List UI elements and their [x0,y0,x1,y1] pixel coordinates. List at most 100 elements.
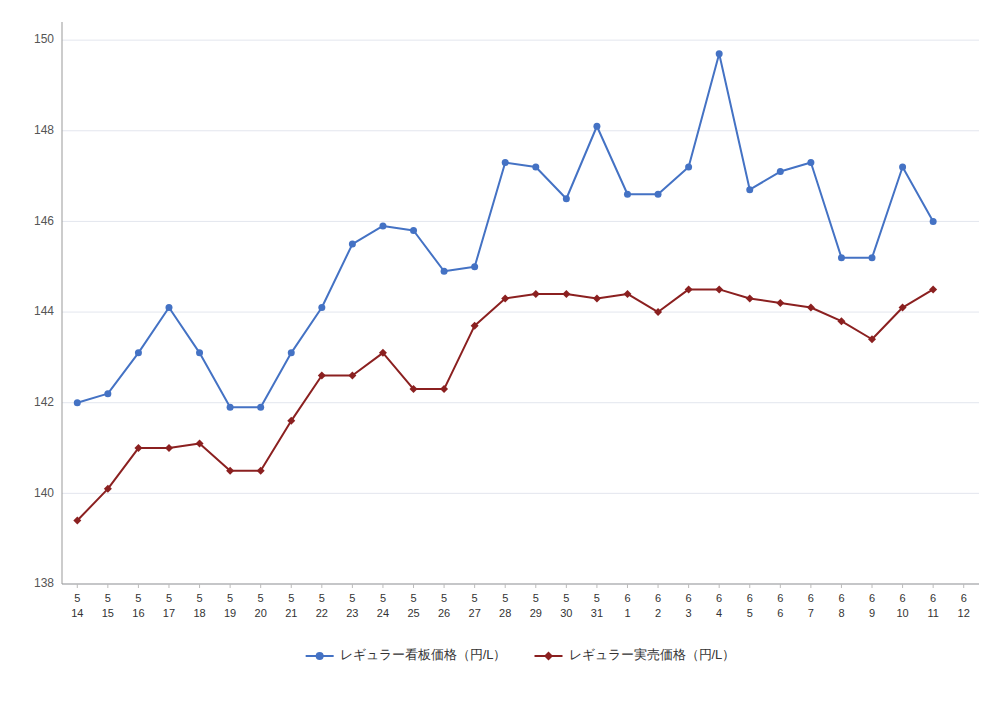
point-marker [563,195,570,202]
point-marker [532,290,540,298]
x-tick-label: 6 [869,592,875,604]
point-marker [929,285,937,293]
point-marker [655,191,662,198]
point-marker [104,485,112,493]
legend-marker [316,652,324,660]
point-marker [165,444,173,452]
x-tick-label: 22 [316,607,328,619]
x-tick-label: 5 [319,592,325,604]
grid-line [62,402,979,403]
point-marker [227,404,234,411]
point-marker [837,317,845,325]
point-marker [257,404,264,411]
point-marker [440,385,448,393]
y-axis: 138 140 142 144 146 148 150 [34,22,62,590]
legend-label: レギュラー看板価格（円/L） [340,647,507,662]
point-marker [502,159,509,166]
x-tick-label: 5 [166,592,172,604]
x-tick [138,584,139,588]
x-tick-label: 6 [624,592,630,604]
x-tick-label: 5 [227,592,233,604]
y-tick-label: 144 [34,304,54,318]
point-marker [74,399,81,406]
point-marker [501,294,509,302]
x-tick-label: 17 [163,607,175,619]
x-tick-label: 27 [469,607,481,619]
x-tick-label: 5 [258,592,264,604]
legend-label: レギュラー実売価格（円/L） [569,647,736,662]
x-tick-label: 23 [346,607,358,619]
point-marker [287,417,295,425]
point-marker [807,159,814,166]
point-marker [685,285,693,293]
x-tick-label: 6 [961,592,967,604]
x-tick-label: 5 [502,592,508,604]
point-marker [624,191,631,198]
legend-item: レギュラー実売価格（円/L） [535,647,736,662]
y-tick-label: 138 [34,576,54,590]
x-tick [780,584,781,588]
y-tick-label: 142 [34,395,54,409]
x-tick-label: 11 [927,607,938,619]
x-tick-label: 5 [380,592,386,604]
chart-svg: 1381401421441461481505145155165175185195… [0,0,1001,704]
point-marker [715,285,723,293]
x-tick-label: 9 [869,607,875,619]
point-marker [379,349,387,357]
x-tick-label: 6 [777,607,783,619]
point-marker [746,294,754,302]
point-marker [685,164,692,171]
legend-item: レギュラー看板価格（円/L） [306,647,507,662]
x-tick-label: 6 [716,592,722,604]
x-tick [107,584,108,588]
point-marker [165,304,172,311]
x-tick-label: 6 [808,592,814,604]
x-tick [719,584,720,588]
x-tick-label: 5 [533,592,539,604]
x-tick [413,584,414,588]
point-marker [134,444,142,452]
x-tick-label: 5 [563,592,569,604]
series [73,285,937,524]
point-marker [410,227,417,234]
x-tick-label: 5 [196,592,202,604]
point-marker [349,241,356,248]
y-tick-label: 140 [34,486,54,500]
x-tick-label: 5 [349,592,355,604]
point-marker [471,322,479,330]
x-tick-label: 5 [441,592,447,604]
y-tick-label: 150 [34,32,54,46]
x-tick-label: 6 [747,592,753,604]
point-marker [899,304,907,312]
x-tick [382,584,383,588]
x-tick [291,584,292,588]
point-marker [777,168,784,175]
series [74,50,937,411]
point-marker [899,164,906,171]
x-tick-label: 6 [900,592,906,604]
x-tick [474,584,475,588]
x-tick-label: 14 [71,607,83,619]
y-tick-label: 148 [34,123,54,137]
y-tick-label: 146 [34,214,54,228]
x-tick [230,584,231,588]
point-marker [593,123,600,130]
point-marker [288,349,295,356]
grid-line [62,130,979,131]
x-tick [933,584,934,588]
x-tick-label: 24 [377,607,389,619]
x-tick-label: 1 [624,607,630,619]
x-tick-label: 5 [410,592,416,604]
x-tick [902,584,903,588]
point-marker [593,294,601,302]
point-marker [410,385,418,393]
point-marker [623,290,631,298]
plot-data [73,50,937,524]
x-tick [168,584,169,588]
x-tick [749,584,750,588]
point-marker [318,372,326,380]
x-tick-label: 12 [958,607,970,619]
x-tick-label: 6 [930,592,936,604]
point-marker [257,467,265,475]
point-marker [869,254,876,261]
